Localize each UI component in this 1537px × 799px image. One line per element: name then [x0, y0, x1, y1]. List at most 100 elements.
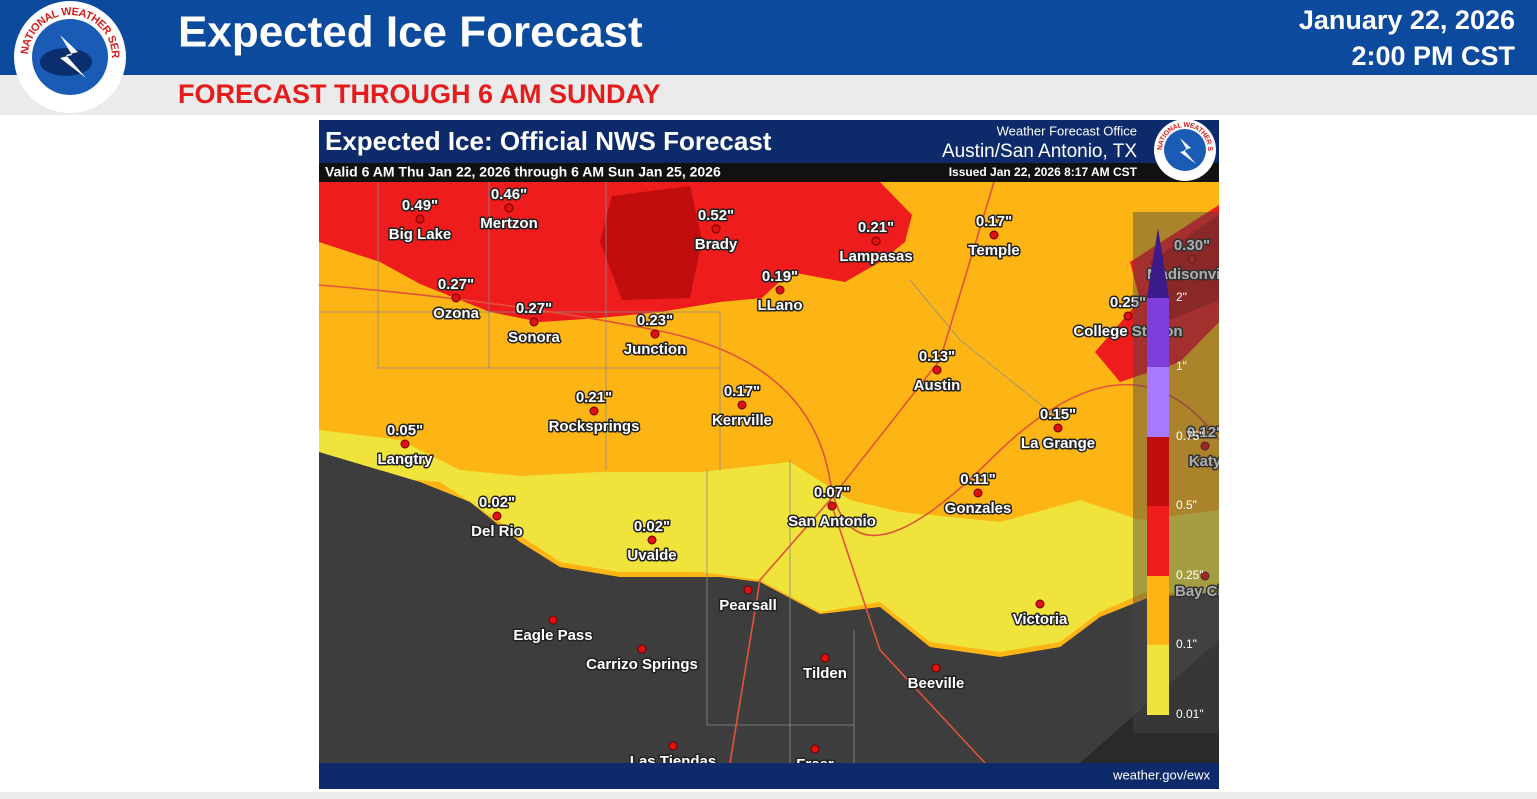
city-value: 0.52" — [698, 207, 734, 224]
map-title: Expected Ice: Official NWS Forecast — [325, 126, 772, 156]
city-dot — [1200, 571, 1210, 581]
city-value: 0.15" — [1040, 406, 1076, 423]
city-dot — [529, 317, 539, 327]
city-name: Del Rio — [471, 523, 523, 540]
legend-swatch — [1147, 645, 1169, 715]
legend-swatch — [1147, 576, 1169, 645]
city-dot — [668, 741, 678, 751]
city-dot — [1123, 311, 1133, 321]
legend-label: 1" — [1176, 359, 1187, 373]
city-name: Bay City — [1175, 583, 1236, 600]
city-name: LLano — [758, 297, 803, 314]
city-value: 0.25" — [1110, 294, 1146, 311]
city-name: Gonzales — [945, 500, 1012, 517]
city-value: 0.21" — [858, 219, 894, 236]
city-dot — [931, 663, 941, 673]
header-subtitle: FORECAST THROUGH 6 AM SUNDAY — [178, 79, 661, 109]
city-dot — [589, 406, 599, 416]
city-value: 0.27" — [438, 276, 474, 293]
city-dot — [989, 230, 999, 240]
city-dot — [743, 585, 753, 595]
city-value: 0.13" — [919, 348, 955, 365]
legend-label: 0.25" — [1176, 568, 1204, 582]
city-dot — [637, 644, 647, 654]
city-dot — [492, 511, 502, 521]
valid-time: Valid 6 AM Thu Jan 22, 2026 through 6 AM… — [325, 164, 721, 180]
city-name: Pearsall — [719, 597, 777, 614]
city-dot — [451, 293, 461, 303]
city-dot — [775, 285, 785, 295]
city-value: 0.11" — [960, 471, 995, 488]
city-name: Langtry — [377, 451, 433, 468]
legend-label: 0.75" — [1176, 429, 1204, 443]
city-dot — [1200, 441, 1210, 451]
legend-swatch — [1147, 367, 1169, 437]
legend-swatch — [1147, 298, 1169, 367]
city-name: Tilden — [803, 665, 847, 682]
legend-swatch — [1147, 437, 1169, 506]
city-value: 0.17" — [976, 213, 1012, 230]
city-value: 0.30" — [1174, 237, 1210, 254]
cities: 0.49" Big Lake 0.46" Mertzon 0.52" Brady 0.21"… — [376, 184, 1236, 773]
city-value: 0.19" — [762, 268, 798, 285]
legend: 2" 1" 0.75" 0.5" 0.25" 0.1" 0.01" — [1133, 212, 1219, 733]
city-name: La Grange — [1021, 435, 1095, 452]
city-dot — [820, 653, 830, 663]
city-dot — [973, 488, 983, 498]
city-value: 0.23" — [637, 312, 673, 329]
city-name: Temple — [968, 242, 1019, 259]
city-name: Junction — [624, 341, 687, 358]
city-value: 0.49" — [402, 197, 438, 214]
legend-arrow — [1147, 228, 1169, 298]
city-name: Austin — [914, 377, 961, 394]
city-dot — [737, 400, 747, 410]
city-name: Brady — [695, 236, 738, 253]
subtitle-bar — [0, 75, 1537, 115]
map-footer-bar — [319, 763, 1219, 789]
city-dot — [827, 501, 837, 511]
city-dot — [548, 615, 558, 625]
city-dot — [1187, 254, 1197, 264]
city-dot — [932, 365, 942, 375]
city-dot — [504, 203, 514, 213]
city-name: Sonora — [508, 329, 560, 346]
city-value: 0.02" — [634, 518, 670, 535]
city-name: Uvalde — [627, 547, 676, 564]
city-value: 0.27" — [516, 300, 552, 317]
city-value: 0.02" — [479, 494, 515, 511]
city-dot — [1053, 423, 1063, 433]
city-dot — [871, 236, 881, 246]
city-value: 0.21" — [576, 389, 612, 406]
city-name: Eagle Pass — [513, 627, 592, 644]
issued-time: Issued Jan 22, 2026 8:17 AM CST — [949, 165, 1138, 179]
city-name: Freer — [796, 756, 834, 773]
city-name: Big Lake — [389, 226, 452, 243]
map-title-bar — [319, 120, 1219, 163]
city-name: Victoria — [1013, 611, 1068, 628]
legend-swatch — [1147, 506, 1169, 576]
city-name: Ozona — [433, 305, 479, 322]
city-dot — [810, 744, 820, 754]
city-value: 0.07" — [814, 484, 850, 501]
header-date: January 22, 2026 — [1299, 5, 1515, 35]
city-name: Rocksprings — [549, 418, 640, 435]
bottom-bar — [0, 792, 1537, 799]
city-value: 0.17" — [724, 383, 760, 400]
office: Weather Forecast Office — [997, 123, 1137, 138]
legend-label: 0.01" — [1176, 707, 1204, 721]
city-name: San Antonio — [788, 513, 876, 530]
city-dot — [647, 535, 657, 545]
city-value: 0.05" — [387, 422, 423, 439]
city-dot — [415, 214, 425, 224]
legend-label: 0.5" — [1176, 498, 1197, 512]
legend-label: 2" — [1176, 290, 1187, 304]
header-title: Expected Ice Forecast — [178, 8, 643, 57]
map-footer: weather.gov/ewx — [1112, 767, 1210, 782]
city-name: Beeville — [908, 675, 965, 692]
valid-bar — [319, 163, 1219, 182]
city-name: Mertzon — [480, 215, 538, 232]
header-time: 2:00 PM CST — [1351, 41, 1515, 71]
legend-label: 0.1" — [1176, 637, 1197, 651]
location: Austin/San Antonio, TX — [942, 141, 1137, 162]
